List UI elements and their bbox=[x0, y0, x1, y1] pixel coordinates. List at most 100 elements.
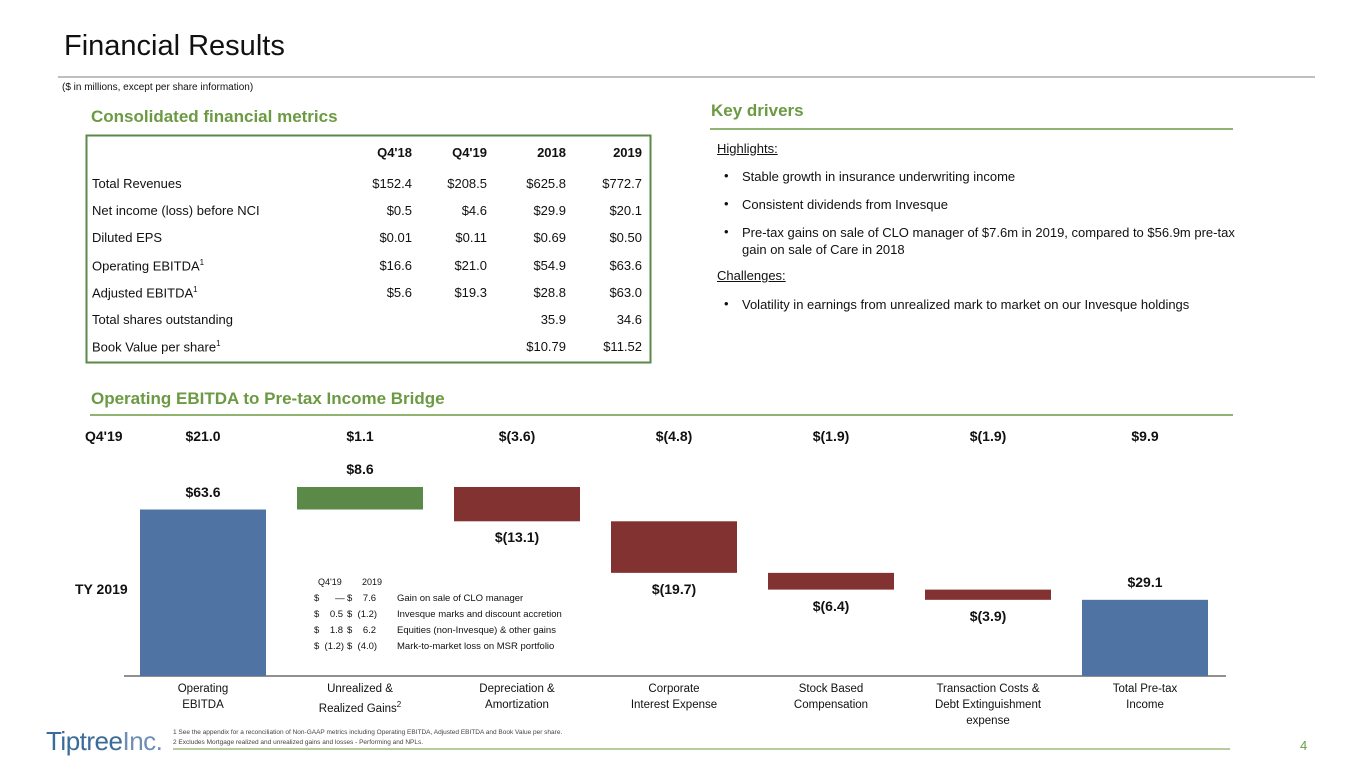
category-text: Unrealized & bbox=[327, 683, 393, 695]
footnote: 2 Excludes Mortgage realized and unreali… bbox=[173, 739, 424, 746]
category-text: Compensation bbox=[793, 699, 869, 711]
category-text: Amortization bbox=[485, 699, 549, 711]
logo-main: Tiptree bbox=[46, 726, 123, 756]
cell: $63.0 bbox=[609, 284, 642, 300]
row-label-text: Adjusted EBITDA bbox=[92, 285, 194, 301]
bullet: Volatility in earnings from unrealized m… bbox=[742, 297, 1190, 312]
cell: $63.6 bbox=[609, 257, 642, 273]
category-line: Total Pre-tax bbox=[1070, 681, 1220, 697]
row-label: Book Value per share1 bbox=[92, 339, 221, 354]
cell: $208.5 bbox=[447, 176, 487, 191]
category-text: expense bbox=[966, 715, 1010, 727]
category-line: Income bbox=[1070, 697, 1220, 713]
table-border bbox=[85, 134, 652, 364]
row-label: Total shares outstanding bbox=[92, 312, 233, 327]
cell: $0.69 bbox=[533, 230, 566, 246]
category-text: Transaction Costs & bbox=[936, 683, 1040, 695]
detail-cell: $ (4.0) bbox=[347, 641, 378, 652]
category-line: Amortization bbox=[442, 697, 592, 713]
cell: $0.5 bbox=[386, 203, 412, 219]
q4-label: $9.9 bbox=[1131, 428, 1159, 444]
data-label: $(3.9) bbox=[969, 607, 1007, 624]
section-heading: Highlights: bbox=[717, 141, 778, 156]
q4-label: $(1.9) bbox=[812, 428, 850, 444]
bullet: Pre-tax gains on sale of CLO manager of … bbox=[742, 225, 1235, 257]
cell: $625.8 bbox=[526, 176, 566, 191]
data-label: $(13.1) bbox=[494, 529, 540, 546]
q4-label: $1.1 bbox=[346, 428, 374, 444]
data-label: $(6.4) bbox=[812, 597, 850, 614]
category-label: Corporate Interest Expense bbox=[599, 681, 749, 713]
category-line: Unrealized & bbox=[285, 681, 435, 697]
q4-label: $21.0 bbox=[185, 428, 221, 444]
page-number: 4 bbox=[1300, 738, 1308, 753]
bullet: Consistent dividends from Invesque bbox=[742, 197, 948, 212]
title: Financial Results bbox=[64, 30, 285, 62]
footnote-ref: 2 bbox=[396, 700, 402, 709]
bullet-dot: • bbox=[724, 224, 729, 239]
row-label: Net income (loss) before NCI bbox=[92, 203, 260, 218]
category-label: Transaction Costs & Debt Extinguishment ex… bbox=[913, 681, 1063, 729]
data-label: $(19.7) bbox=[651, 580, 697, 597]
cell: $4.6 bbox=[461, 203, 487, 219]
cell: $0.50 bbox=[609, 230, 642, 246]
bar bbox=[611, 521, 737, 573]
section-heading: Challenges: bbox=[717, 268, 786, 283]
detail-cell: $ (1.2) bbox=[347, 609, 378, 620]
detail-cell: $ 7.6 bbox=[347, 593, 377, 604]
bar bbox=[297, 487, 423, 510]
bullet-dot: • bbox=[724, 168, 729, 183]
data-label: $8.6 bbox=[346, 461, 374, 477]
category-line: Depreciation & bbox=[442, 681, 592, 697]
row-label: Q4'19 bbox=[85, 428, 123, 444]
q4-label: $(4.8) bbox=[655, 428, 693, 444]
footnote-ref: 1 bbox=[199, 257, 205, 267]
row-label-text: Net income (loss) before NCI bbox=[92, 203, 260, 219]
category-text: Stock Based bbox=[798, 683, 864, 695]
column-header: 2019 bbox=[613, 145, 642, 160]
logo-suffix: Inc. bbox=[122, 726, 163, 756]
column-header: Q4'19 bbox=[452, 145, 487, 160]
section-title: Consolidated financial metrics bbox=[91, 107, 338, 126]
detail-cell: Equities (non-Invesque) & other gains bbox=[397, 625, 556, 636]
category-text: Depreciation & bbox=[479, 683, 555, 695]
bullet: Stable growth in insurance underwriting … bbox=[742, 169, 1016, 184]
q4-label: $(1.9) bbox=[969, 428, 1007, 444]
cell: $20.1 bbox=[609, 203, 642, 219]
bar bbox=[768, 572, 894, 590]
category-line: Compensation bbox=[756, 697, 906, 713]
category-text: Income bbox=[1126, 699, 1164, 711]
bar bbox=[454, 487, 580, 522]
row-label: Adjusted EBITDA1 bbox=[92, 285, 198, 300]
category-line: Debt Extinguishment bbox=[913, 697, 1063, 713]
detail-header: Q4'19 bbox=[318, 577, 342, 587]
category-text: Debt Extinguishment bbox=[934, 699, 1042, 711]
footnote-ref: 1 bbox=[216, 339, 221, 349]
cell: $19.3 bbox=[454, 284, 487, 300]
row-label: Diluted EPS bbox=[92, 230, 162, 245]
cell: $29.9 bbox=[533, 203, 566, 219]
column-header: Q4'18 bbox=[377, 145, 412, 160]
category-line: Stock Based bbox=[756, 681, 906, 697]
category-line: expense bbox=[913, 713, 1063, 729]
data-label: $29.1 bbox=[1127, 573, 1163, 590]
category-label: Operating EBITDA bbox=[128, 681, 278, 713]
row-label-text: Total Revenues bbox=[92, 176, 182, 191]
row-label: Total Revenues bbox=[92, 176, 182, 191]
footnote-ref: 1 bbox=[193, 284, 198, 294]
row-label-text: Operating EBITDA bbox=[92, 257, 200, 273]
detail-cell: Gain on sale of CLO manager bbox=[397, 593, 524, 604]
cell: 35.9 bbox=[540, 312, 566, 327]
category-text: Operating bbox=[177, 683, 229, 695]
data-label: $63.6 bbox=[185, 483, 221, 500]
category-label: Unrealized & Realized Gains2 bbox=[285, 681, 435, 717]
cell: 34.6 bbox=[616, 312, 642, 327]
footnote: 1 See the appendix for a reconciliation … bbox=[173, 729, 563, 736]
category-text: Interest Expense bbox=[630, 699, 718, 711]
row-label-text: Book Value per share bbox=[92, 339, 217, 355]
category-text: Realized Gains bbox=[318, 702, 397, 715]
detail-cell: Invesque marks and discount accretion bbox=[397, 609, 562, 620]
section-title: Operating EBITDA to Pre-tax Income Bridg… bbox=[91, 389, 445, 408]
detail-cell: $ 6.2 bbox=[347, 625, 377, 636]
